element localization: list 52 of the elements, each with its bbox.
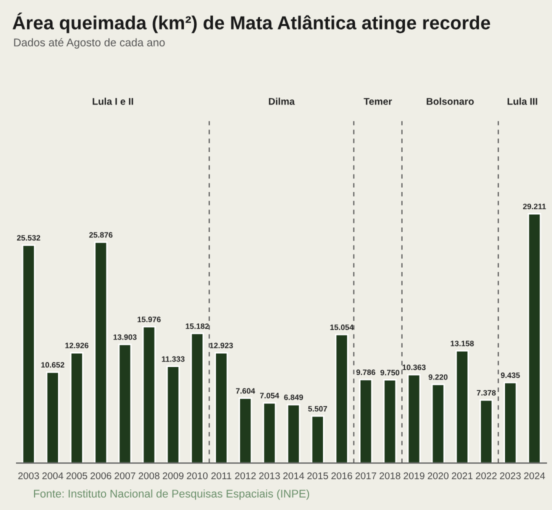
bar — [359, 378, 373, 464]
bar — [504, 382, 518, 464]
x-tick-label: 2007 — [114, 472, 136, 480]
bar — [142, 326, 156, 464]
text: Lula I e II — [92, 98, 134, 105]
bar — [118, 344, 132, 464]
bar — [166, 366, 180, 464]
x-tick-label: 2016 — [331, 472, 352, 480]
bar — [455, 350, 469, 464]
text: Temer — [364, 98, 392, 105]
x-tick-label: 2012 — [235, 472, 256, 480]
bar — [190, 332, 204, 464]
bar — [46, 371, 60, 464]
x-tick-label: 2004 — [42, 472, 64, 480]
source-note: Fonte: Instituto Nacional de Pesquisas Espaciais (INPE) — [34, 489, 310, 500]
bar — [383, 379, 397, 464]
x-tick-label: 2008 — [138, 472, 160, 480]
x-tick-label: 2018 — [380, 472, 400, 480]
bar — [431, 384, 445, 464]
chart-title: Área queimada (km²) de Mata Atlântica atinge recorde — [12, 12, 490, 34]
bar — [528, 213, 542, 464]
text: Dilma — [268, 98, 295, 105]
x-tick-label: 2015 — [307, 472, 328, 480]
bar — [335, 334, 348, 464]
x-tick-label: 2021 — [452, 472, 473, 480]
x-tick-label: 2017 — [356, 472, 376, 480]
x-tick-label: 2011 — [211, 472, 232, 480]
bar — [262, 402, 276, 464]
x-tick-label: 2024 — [524, 472, 545, 480]
bar — [238, 397, 252, 464]
text: Lula III — [508, 98, 538, 105]
bar — [94, 242, 108, 464]
bar — [310, 415, 324, 464]
x-tick-label: 2003 — [18, 472, 39, 480]
x-tick-label: 2010 — [186, 472, 208, 480]
x-tick-label: 2014 — [283, 472, 304, 480]
chart-subtitle: Dados até Agosto de cada ano — [14, 38, 165, 49]
x-tick-label: 2019 — [404, 472, 424, 480]
x-tick-label: 2006 — [90, 472, 112, 480]
x-tick-label: 2013 — [259, 472, 280, 480]
bar — [214, 352, 228, 464]
bar — [22, 244, 36, 464]
bar — [70, 352, 84, 464]
x-tick-label: 2023 — [500, 472, 521, 480]
bar — [286, 404, 300, 464]
bar — [407, 374, 421, 464]
text: Bolsonaro — [426, 98, 474, 105]
x-tick-label: 2005 — [66, 472, 88, 480]
x-tick-label: 2022 — [476, 472, 497, 480]
x-tick-label: 2009 — [162, 472, 184, 480]
bar — [480, 399, 493, 464]
x-tick-label: 2020 — [428, 472, 449, 480]
